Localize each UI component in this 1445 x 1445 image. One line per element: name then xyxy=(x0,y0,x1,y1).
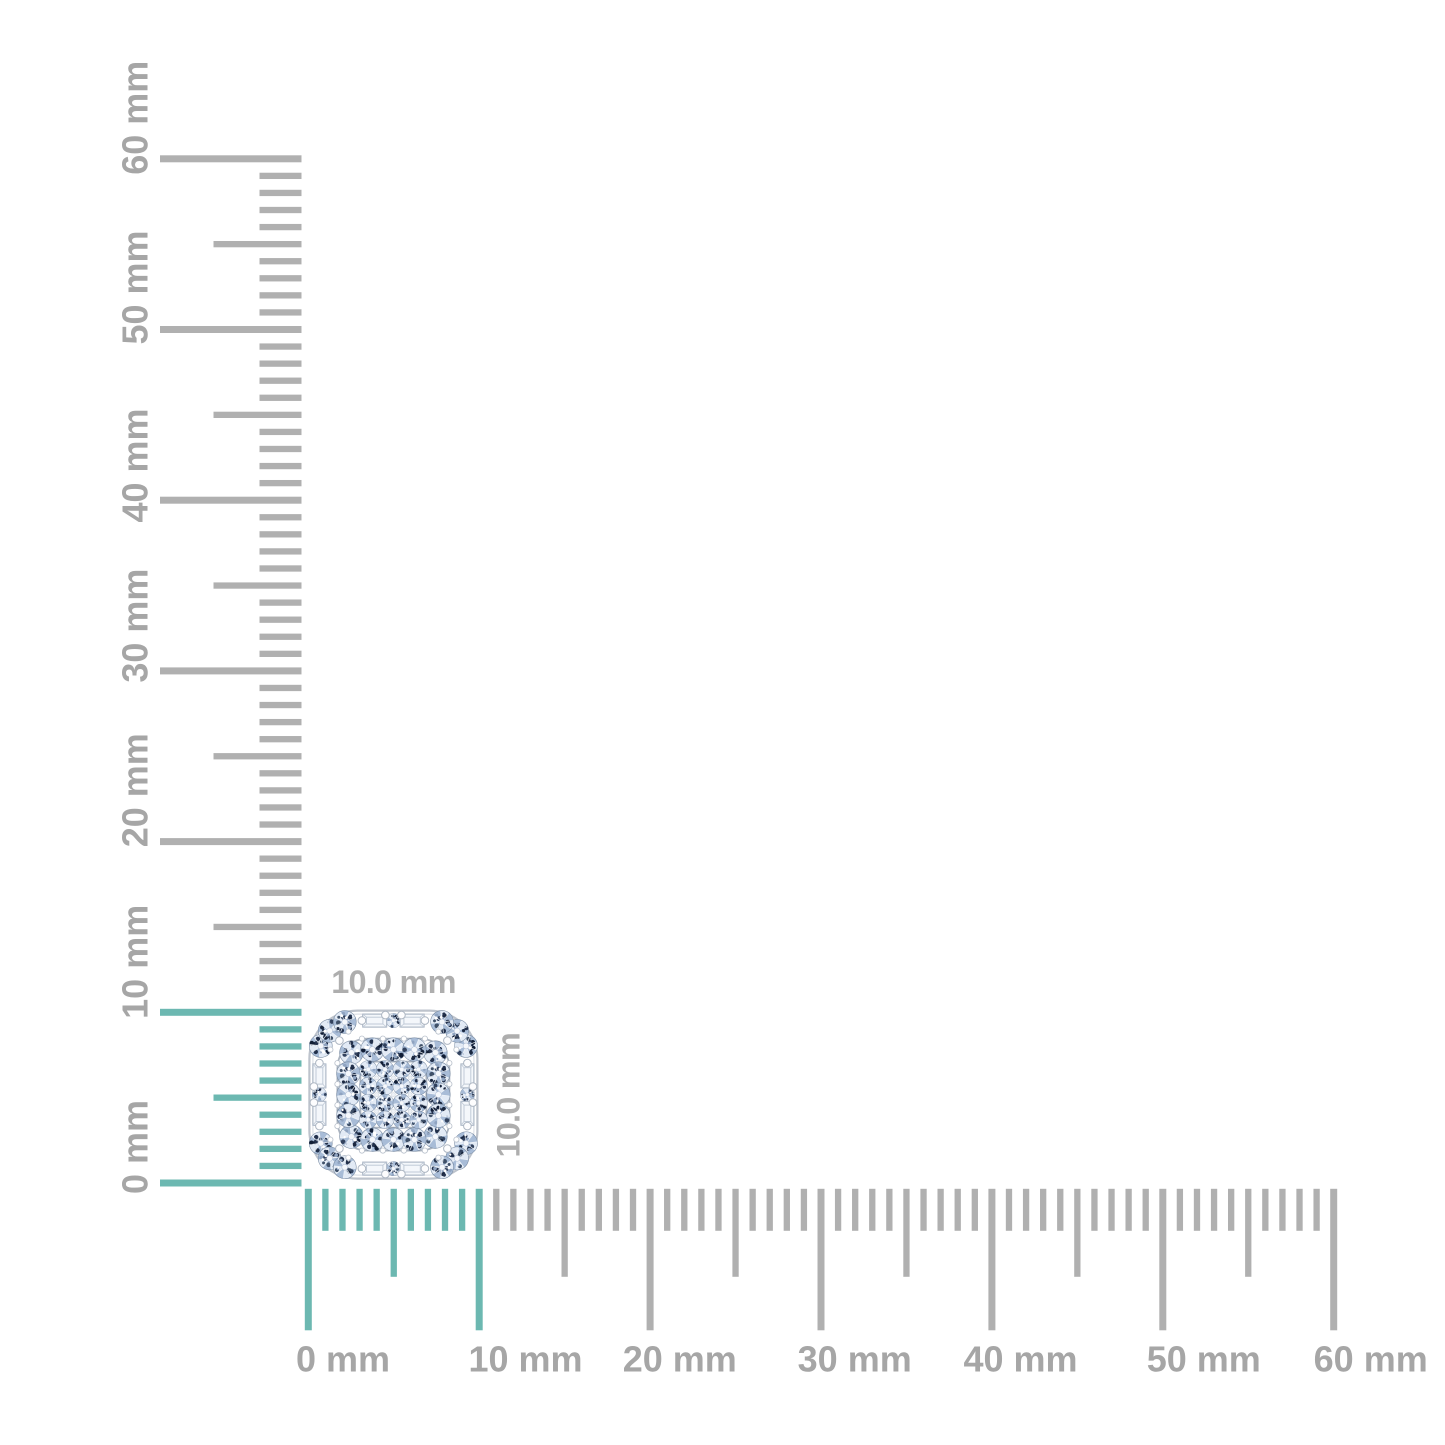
svg-text:0 mm: 0 mm xyxy=(296,1339,390,1380)
svg-text:10 mm: 10 mm xyxy=(468,1339,582,1380)
svg-text:0 mm: 0 mm xyxy=(115,1100,156,1194)
svg-text:10.0 mm: 10.0 mm xyxy=(331,964,455,1000)
svg-text:20 mm: 20 mm xyxy=(623,1339,737,1380)
svg-text:30 mm: 30 mm xyxy=(115,569,156,683)
svg-text:30 mm: 30 mm xyxy=(798,1339,912,1380)
svg-text:10 mm: 10 mm xyxy=(115,905,156,1019)
svg-text:40 mm: 40 mm xyxy=(115,408,156,522)
svg-text:60 mm: 60 mm xyxy=(1314,1339,1428,1380)
svg-text:20 mm: 20 mm xyxy=(115,733,156,847)
svg-text:50 mm: 50 mm xyxy=(115,230,156,344)
svg-text:10.0 mm: 10.0 mm xyxy=(491,1033,527,1157)
svg-text:60 mm: 60 mm xyxy=(115,61,156,175)
svg-text:50 mm: 50 mm xyxy=(1147,1339,1261,1380)
svg-text:40 mm: 40 mm xyxy=(963,1339,1077,1380)
